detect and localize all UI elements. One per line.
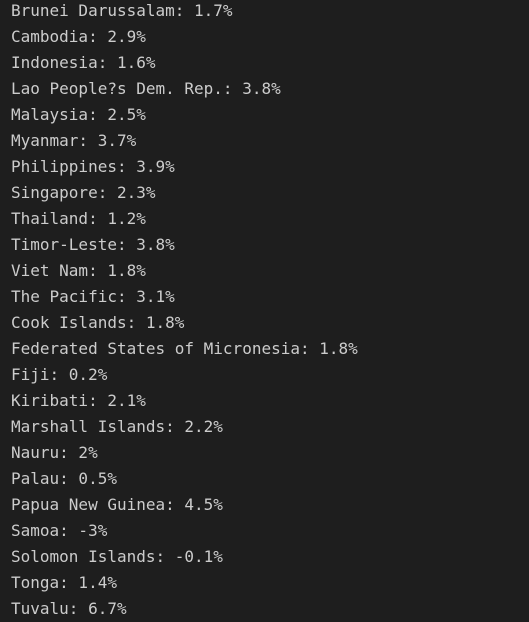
- output-line: Nauru: 2%: [11, 443, 98, 462]
- output-line: Timor-Leste: 3.8%: [11, 235, 175, 254]
- output-line: The Pacific: 3.1%: [11, 287, 175, 306]
- output-line: Tonga: 1.4%: [11, 573, 117, 592]
- output-line: Marshall Islands: 2.2%: [11, 417, 223, 436]
- output-line: Indonesia: 1.6%: [11, 53, 156, 72]
- output-line: Federated States of Micronesia: 1.8%: [11, 339, 358, 358]
- output-line: Myanmar: 3.7%: [11, 131, 137, 150]
- output-line: Solomon Islands: -0.1%: [11, 547, 223, 566]
- output-line: Cook Islands: 1.8%: [11, 313, 185, 332]
- output-line: Kiribati: 2.1%: [11, 391, 146, 410]
- output-line: Viet Nam: 1.8%: [11, 261, 146, 280]
- output-line: Singapore: 2.3%: [11, 183, 156, 202]
- output-line: Philippines: 3.9%: [11, 157, 175, 176]
- output-line: Samoa: -3%: [11, 521, 108, 540]
- output-line: Lao People?s Dem. Rep.: 3.8%: [11, 79, 281, 98]
- output-line: Palau: 0.5%: [11, 469, 117, 488]
- output-line: Brunei Darussalam: 1.7%: [11, 1, 233, 20]
- output-line: Tuvalu: 6.7%: [11, 599, 127, 618]
- output-line: Thailand: 1.2%: [11, 209, 146, 228]
- output-line: Papua New Guinea: 4.5%: [11, 495, 223, 514]
- output-line: Fiji: 0.2%: [11, 365, 108, 384]
- output-line: Malaysia: 2.5%: [11, 105, 146, 124]
- output-line: Cambodia: 2.9%: [11, 27, 146, 46]
